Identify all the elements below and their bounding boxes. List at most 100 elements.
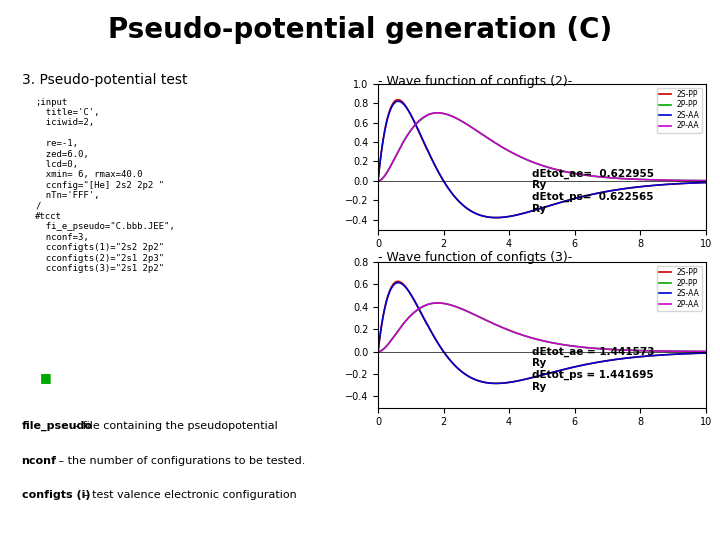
2S-AA <box>599 358 608 365</box>
2P-AA <box>433 300 442 306</box>
2S-PP <box>492 214 500 221</box>
2S-PP <box>507 213 516 219</box>
2P-AA <box>374 178 382 184</box>
2P-AA <box>629 347 638 354</box>
2S-AA <box>408 293 416 299</box>
2P-PP <box>701 348 710 355</box>
2P-AA <box>635 347 644 354</box>
Line: 2S-AA: 2S-AA <box>378 101 706 218</box>
2S-PP <box>636 354 644 360</box>
2S-AA <box>374 348 382 355</box>
2P-PP <box>407 312 415 318</box>
2S-AA <box>518 376 527 383</box>
2S-PP <box>630 184 639 191</box>
2S-AA <box>394 98 402 104</box>
Text: – file containing the pseudopotential: – file containing the pseudopotential <box>70 421 277 431</box>
Text: dEtot_ae = 1.441573
Ry
dEtot_ps = 1.441695
Ry: dEtot_ae = 1.441573 Ry dEtot_ps = 1.4416… <box>532 347 654 392</box>
Line: 2P-PP: 2P-PP <box>378 113 706 181</box>
2S-AA <box>630 184 639 191</box>
Text: – the number of configurations to be tested.: – the number of configurations to be tes… <box>55 456 305 466</box>
2P-AA <box>407 312 415 318</box>
2S-PP <box>408 113 416 120</box>
2S-AA <box>507 213 516 219</box>
Text: dEtot_ae=  0.622955
Ry
dEtot_ps=  0.622565
Ry: dEtot_ae= 0.622955 Ry dEtot_ps= 0.622565… <box>532 168 654 214</box>
2P-PP <box>374 348 382 355</box>
2S-AA <box>408 113 416 120</box>
2S-PP <box>394 97 402 103</box>
2S-PP <box>630 354 639 361</box>
Text: Pseudo-potential generation (C): Pseudo-potential generation (C) <box>108 16 612 44</box>
2P-PP <box>629 176 638 183</box>
2P-PP <box>701 178 710 184</box>
2S-AA <box>636 354 644 360</box>
2P-PP <box>518 154 527 161</box>
2P-AA <box>599 346 608 352</box>
Line: 2S-AA: 2S-AA <box>378 282 706 383</box>
Text: - Wave function of configts (3)-: - Wave function of configts (3)- <box>378 251 572 264</box>
2P-PP <box>599 346 608 352</box>
2P-PP <box>518 332 527 339</box>
2S-AA <box>507 379 516 386</box>
2P-AA <box>374 348 382 355</box>
2P-PP <box>635 176 644 183</box>
2P-AA <box>701 348 710 355</box>
2S-AA <box>599 189 608 195</box>
2P-PP <box>374 178 382 184</box>
2P-PP <box>635 347 644 354</box>
2S-AA <box>518 210 527 217</box>
2S-PP <box>507 379 516 386</box>
2S-PP <box>701 350 710 356</box>
2S-AA <box>492 214 500 221</box>
2S-AA <box>701 350 710 356</box>
2P-PP <box>433 300 442 306</box>
2P-PP <box>599 174 608 180</box>
Line: 2P-AA: 2P-AA <box>378 113 706 181</box>
2S-PP <box>518 376 527 383</box>
2S-PP <box>374 348 382 355</box>
Text: nconf: nconf <box>22 456 57 466</box>
Text: ;input
  title='C',
  iciwid=2,

  re=-1,
  zed=6.0,
  lcd=0,
  xmin= 6, rmax=40: ;input title='C', iciwid=2, re=-1, zed=6… <box>35 98 175 273</box>
2S-PP <box>701 179 710 186</box>
Legend: 2S-PP, 2P-PP, 2S-AA, 2P-AA: 2S-PP, 2P-PP, 2S-AA, 2P-AA <box>657 87 702 133</box>
2S-PP <box>636 184 644 190</box>
2S-PP <box>518 210 527 217</box>
2P-PP <box>629 347 638 354</box>
2P-PP <box>506 148 515 155</box>
2P-AA <box>506 148 515 155</box>
2P-AA <box>518 154 527 161</box>
Text: 3. Pseudo-potential test: 3. Pseudo-potential test <box>22 73 187 87</box>
Text: ■: ■ <box>40 370 51 384</box>
2P-PP <box>433 110 442 116</box>
2S-PP <box>492 380 500 387</box>
2P-AA <box>433 110 442 116</box>
2S-AA <box>394 279 402 286</box>
Line: 2S-PP: 2S-PP <box>378 100 706 218</box>
2P-PP <box>506 328 515 334</box>
2S-AA <box>492 380 500 387</box>
Line: 2S-PP: 2S-PP <box>378 281 706 383</box>
2P-AA <box>635 176 644 183</box>
2S-PP <box>408 293 416 299</box>
2S-AA <box>636 184 644 190</box>
Line: 2P-AA: 2P-AA <box>378 303 706 352</box>
2S-AA <box>701 179 710 186</box>
2P-AA <box>629 176 638 183</box>
Legend: 2S-PP, 2P-PP, 2S-AA, 2P-AA: 2S-PP, 2P-PP, 2S-AA, 2P-AA <box>657 266 702 311</box>
Text: - Wave function of configts (2)-: - Wave function of configts (2)- <box>378 75 572 87</box>
2S-AA <box>630 354 639 361</box>
2S-AA <box>374 177 382 184</box>
2P-AA <box>599 174 608 180</box>
2P-AA <box>407 126 415 132</box>
Line: 2P-PP: 2P-PP <box>378 303 706 352</box>
2S-PP <box>599 189 608 195</box>
2P-AA <box>518 332 527 339</box>
2S-PP <box>394 278 402 285</box>
2S-PP <box>599 358 608 365</box>
2P-AA <box>701 178 710 184</box>
Text: configts (i): configts (i) <box>22 490 90 501</box>
Text: – test valence electronic configuration: – test valence electronic configuration <box>83 490 297 501</box>
Text: file_pseudo: file_pseudo <box>22 421 93 431</box>
2S-PP <box>374 177 382 184</box>
2P-AA <box>506 328 515 334</box>
2P-PP <box>407 126 415 133</box>
